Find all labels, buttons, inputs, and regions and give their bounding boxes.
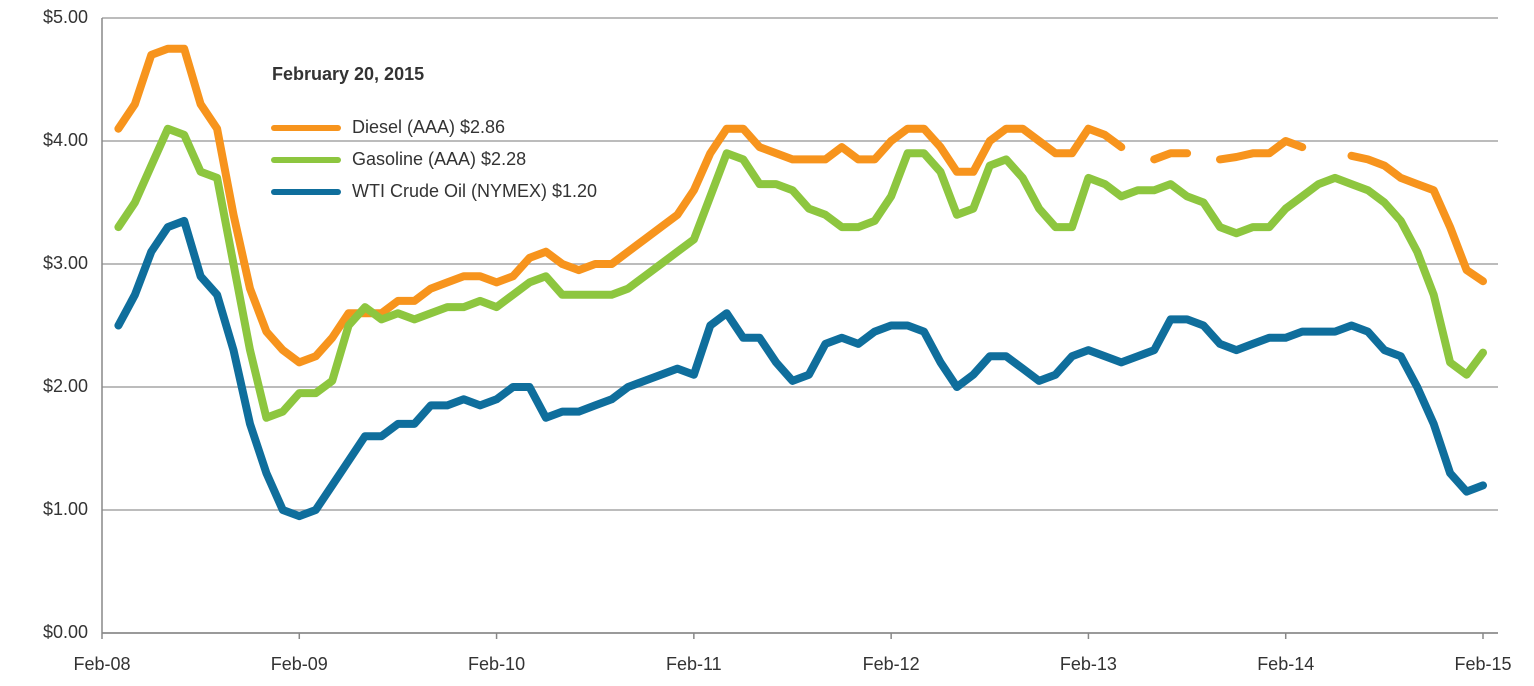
x-tick-label: Feb-15 xyxy=(1454,654,1511,674)
y-tick-label: $1.00 xyxy=(43,499,88,519)
x-tick-label: Feb-09 xyxy=(271,654,328,674)
x-tick-label: Feb-12 xyxy=(863,654,920,674)
legend-label: WTI Crude Oil (NYMEX) $1.20 xyxy=(352,181,597,201)
y-tick-label: $4.00 xyxy=(43,130,88,150)
legend-label: Gasoline (AAA) $2.28 xyxy=(352,149,526,169)
x-tick-label: Feb-08 xyxy=(73,654,130,674)
legend-title: February 20, 2015 xyxy=(272,64,424,84)
legend-label: Diesel (AAA) $2.86 xyxy=(352,117,505,137)
y-tick-label: $0.00 xyxy=(43,622,88,642)
series-line xyxy=(114,124,1487,422)
x-tick-label: Feb-10 xyxy=(468,654,525,674)
x-tick-label: Feb-11 xyxy=(666,654,722,674)
series-line xyxy=(114,44,1487,367)
y-tick-label: $5.00 xyxy=(43,7,88,27)
y-tick-label: $2.00 xyxy=(43,376,88,396)
x-tick-label: Feb-14 xyxy=(1257,654,1314,674)
series-line xyxy=(114,216,1487,521)
y-tick-label: $3.00 xyxy=(43,253,88,273)
x-tick-label: Feb-13 xyxy=(1060,654,1117,674)
